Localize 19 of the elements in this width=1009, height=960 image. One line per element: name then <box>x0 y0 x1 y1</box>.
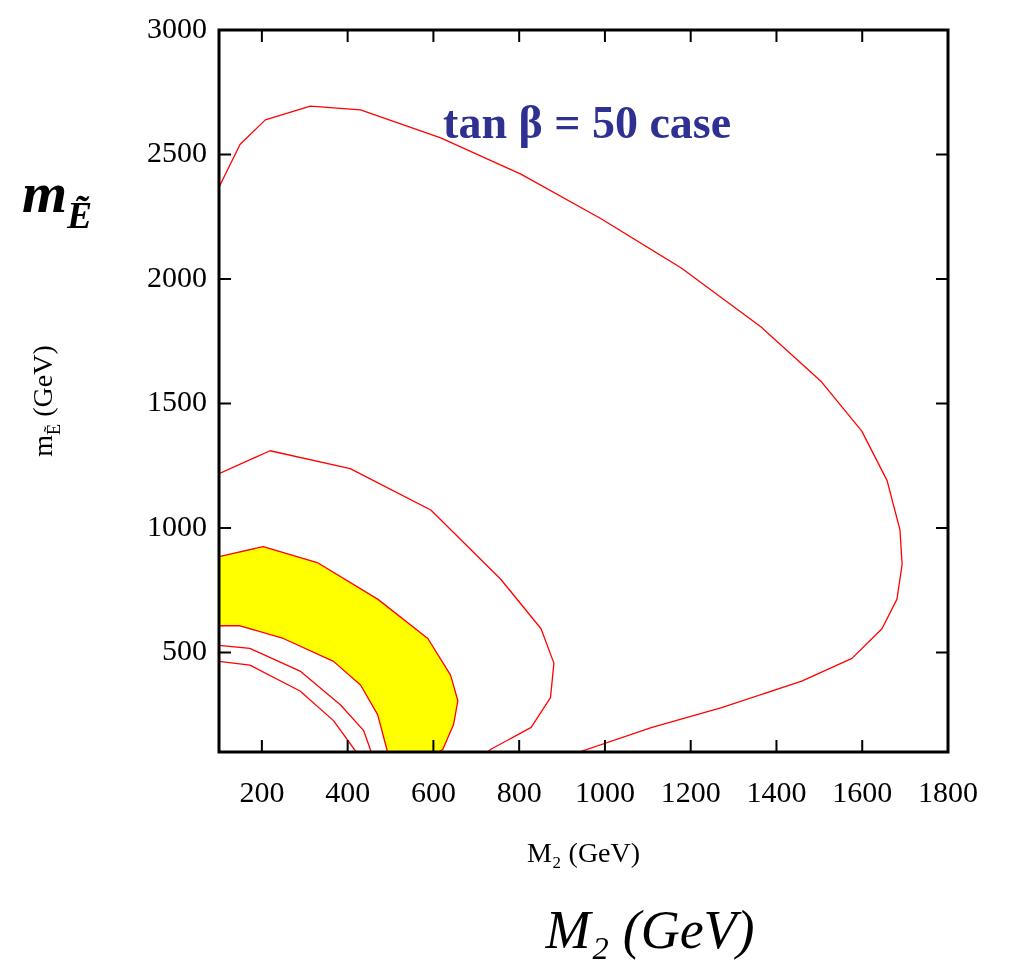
x-tick-label: 400 <box>325 774 371 808</box>
y-tick-label: 2500 <box>147 135 207 169</box>
text: M₂ (GeV) <box>544 900 755 960</box>
annotation: tan β = 50 case <box>443 97 732 148</box>
x-tick-label: 600 <box>410 774 456 808</box>
x-tick-label: 800 <box>496 774 542 808</box>
y-tick-label: 1500 <box>147 384 207 418</box>
x-tick-label: 1200 <box>660 774 721 808</box>
y-tick-label: 1000 <box>147 508 207 542</box>
y-tick-label: 500 <box>162 633 207 667</box>
y-tick-label: 3000 <box>147 10 207 44</box>
y-tick-label: 2000 <box>147 259 207 293</box>
x-tick-label: 1800 <box>918 774 978 808</box>
x-axis-title: M₂ (GeV) <box>526 837 641 868</box>
x-tick-label: 1600 <box>832 774 893 808</box>
x-tick-label: 1000 <box>574 774 635 808</box>
x-tick-label: 1400 <box>746 774 807 808</box>
y-axis-title: mẼ (GeV) <box>27 345 64 457</box>
x-tick-label: 200 <box>239 774 285 808</box>
